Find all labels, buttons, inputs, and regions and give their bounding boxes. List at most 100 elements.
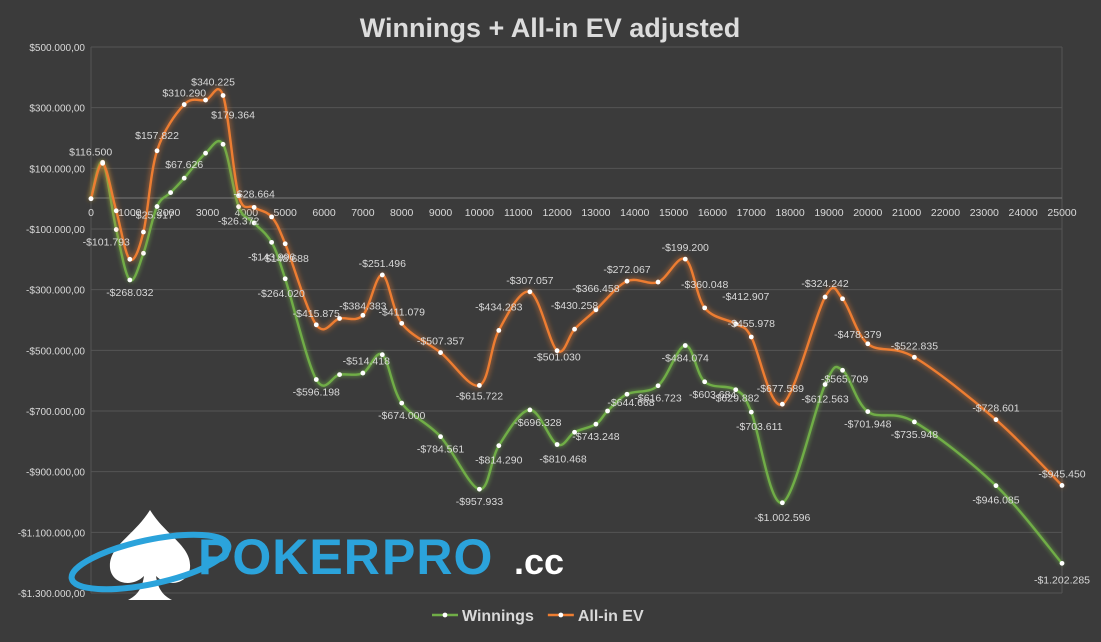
data-label-all-in-ev: -$360.048 [681, 279, 728, 291]
data-point-winnings [733, 387, 739, 393]
data-point-winnings [379, 352, 385, 358]
data-label-winnings: -$603.684 [689, 389, 736, 401]
data-point-all-in-ev [477, 383, 482, 388]
data-point-winnings [779, 500, 785, 506]
data-point-all-in-ev [572, 326, 577, 332]
data-label-all-in-ev: -$677.589 [757, 383, 804, 395]
data-point-all-in-ev [554, 348, 560, 354]
data-label-all-in-ev: -$411.079 [378, 306, 425, 318]
data-label-all-in-ev: -$507.357 [417, 336, 464, 348]
data-point-winnings [605, 408, 610, 414]
data-point-winnings [127, 277, 133, 283]
data-point-winnings [360, 370, 366, 376]
axes: $500.000,00 $300.000,00 $100.000,00 -$100.0… [18, 43, 1077, 600]
data-label-all-in-ev: -$28.664 [233, 188, 275, 200]
data-label-winnings: -$743.248 [572, 431, 619, 443]
data-point-winnings [554, 442, 560, 447]
data-label-winnings: -$264.020 [258, 288, 305, 300]
data-label-winnings: -$1.002.596 [754, 512, 810, 524]
data-point-all-in-ev [993, 417, 999, 423]
pokerpro-logo: POKER PRO .cc [68, 510, 564, 600]
x-tick-label: 8000 [390, 207, 414, 219]
data-point-all-in-ev [337, 316, 342, 321]
data-point-all-in-ev [840, 296, 845, 302]
data-point-all-in-ev [748, 334, 754, 340]
data-point-all-in-ev [203, 97, 208, 103]
x-tick-label: 18000 [776, 207, 805, 219]
data-point-winnings [438, 434, 443, 440]
data-point-all-in-ev [236, 193, 241, 199]
x-tick-label: 6000 [312, 207, 336, 219]
data-point-all-in-ev [181, 102, 187, 107]
data-point-winnings [399, 400, 405, 406]
x-tick-label: 13000 [581, 207, 610, 219]
data-label-winnings: -$946.085 [972, 495, 1019, 507]
y-tick-label: -$100.000,00 [26, 225, 85, 236]
data-label-winnings: -$26.372 [218, 216, 260, 228]
data-point-all-in-ev [88, 196, 94, 202]
data-point-all-in-ev [682, 256, 688, 262]
data-label-winnings: -$1.202.285 [1034, 574, 1090, 586]
legend: Winnings All-in EV [432, 608, 644, 625]
x-tick-label: 24000 [1009, 207, 1038, 219]
data-point-winnings [593, 421, 599, 427]
data-point-all-in-ev [624, 278, 630, 284]
data-label-all-in-ev: -$384.383 [339, 300, 386, 312]
data-label-winnings: -$814.290 [475, 455, 522, 467]
data-label-all-in-ev: -$251.496 [359, 258, 406, 270]
x-tick-label: 17000 [737, 207, 766, 219]
data-label-all-in-ev: $310.290 [162, 88, 206, 100]
data-label-winnings: -$565.709 [821, 373, 868, 385]
data-point-all-in-ev [438, 350, 443, 355]
data-point-winnings [220, 141, 226, 147]
data-point-all-in-ev [113, 208, 119, 214]
data-label-all-in-ev: -$945.450 [1038, 468, 1085, 480]
data-point-winnings [477, 486, 482, 492]
x-tick-label: 15000 [659, 207, 688, 219]
data-point-all-in-ev [269, 214, 275, 220]
data-label-all-in-ev: -$434.283 [475, 301, 522, 313]
data-point-all-in-ev [127, 256, 133, 262]
data-point-all-in-ev [822, 294, 828, 300]
data-label-winnings: -$696.328 [514, 417, 561, 429]
data-label-winnings: -$703.611 [736, 421, 783, 433]
legend-marker-winnings [442, 612, 448, 618]
legend-label-winnings: Winnings [462, 608, 534, 625]
x-tick-label: 12000 [542, 207, 571, 219]
data-label-winnings: -$596.198 [293, 387, 340, 399]
data-label-winnings: -$484.074 [662, 353, 709, 365]
x-tick-label: 20000 [853, 207, 882, 219]
data-point-winnings [624, 391, 630, 397]
data-label-all-in-ev: -$307.057 [506, 275, 553, 287]
data-point-winnings [113, 227, 119, 232]
data-label-all-in-ev: -$366.458 [572, 283, 619, 295]
data-point-all-in-ev [379, 272, 385, 278]
y-tick-label: $500.000,00 [29, 43, 85, 54]
data-label-all-in-ev: -$522.835 [891, 340, 938, 352]
data-label-all-in-ev: -$615.722 [456, 390, 503, 402]
data-point-all-in-ev [865, 341, 871, 347]
data-point-winnings [912, 419, 917, 425]
y-tick-label: -$700.000,00 [26, 407, 85, 418]
data-point-winnings [337, 372, 342, 377]
x-tick-label: 1000 [118, 207, 142, 219]
data-point-winnings [748, 409, 754, 415]
y-tick-label: $100.000,00 [29, 164, 85, 175]
data-label-all-in-ev: $157.822 [135, 130, 179, 142]
data-labels: -$101.793 -$268.032 -$25.917 $67.626 $179.36… [69, 76, 1090, 586]
data-label-winnings: -$810.468 [539, 454, 586, 466]
data-point-all-in-ev [360, 312, 366, 318]
data-point-winnings [154, 204, 160, 209]
data-point-winnings [313, 377, 319, 382]
data-label-winnings: -$143.996 [248, 251, 295, 263]
data-point-all-in-ev [655, 279, 661, 285]
data-point-all-in-ev [733, 321, 739, 327]
data-label-winnings: -$612.563 [801, 393, 848, 405]
x-tick-label: 11000 [504, 207, 533, 219]
x-tick-label: 25000 [1047, 207, 1076, 219]
data-point-winnings [251, 220, 257, 226]
x-tick-label: 2000 [157, 207, 181, 219]
data-point-all-in-ev [702, 305, 708, 311]
